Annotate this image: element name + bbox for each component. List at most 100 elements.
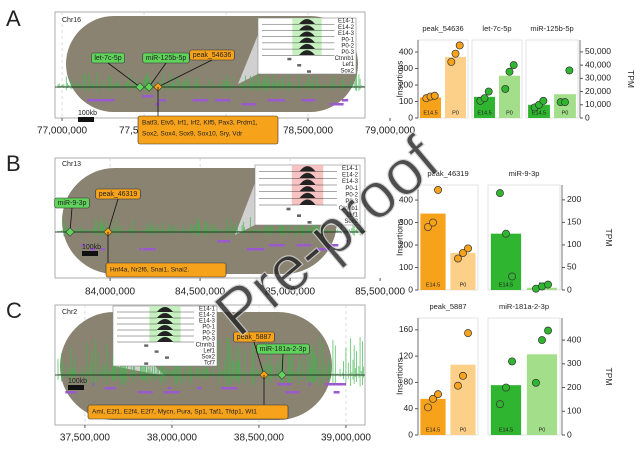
inset-peak	[262, 50, 335, 56]
y2-axis-label: TPM	[604, 229, 614, 247]
inset-peak	[117, 325, 195, 331]
replicate-point	[480, 94, 489, 103]
inset-peak	[117, 307, 195, 313]
panel-letter: A	[6, 6, 21, 31]
inset-label: Ctnnb1	[196, 343, 216, 349]
y-tick-label: 400	[399, 194, 413, 204]
category-label: P0	[539, 427, 546, 433]
mirna-marker	[135, 82, 145, 92]
inset-feature	[144, 344, 149, 347]
chromosome: Chr2	[62, 309, 77, 316]
x-tick-label: 77,000,000	[37, 126, 87, 137]
replicate-point	[459, 371, 467, 380]
bar	[526, 354, 558, 435]
inset-label: E14-1	[338, 19, 355, 25]
replicate-point	[532, 378, 540, 387]
facet-title: peak_5887	[429, 302, 466, 311]
gene	[137, 391, 153, 394]
inset-label: E14-2	[342, 173, 359, 179]
gene	[81, 244, 86, 247]
y-tick-label: 160	[399, 324, 413, 334]
inset-feature	[287, 57, 292, 61]
gene	[285, 391, 300, 394]
replicate-point	[424, 223, 432, 231]
motif-text: Hnf4a, Nr2f6, Snai1, Snai2.	[110, 267, 189, 274]
y-tick-label: 40	[404, 403, 414, 413]
panel-letter: C	[6, 298, 22, 323]
inset-peak	[262, 19, 335, 25]
category-label: P0	[506, 110, 513, 116]
mirna-label: miR-181a-2-3p	[260, 346, 307, 353]
x-tick-label: 78,500,000	[283, 126, 333, 137]
replicate-point	[464, 244, 472, 253]
inset-feature	[297, 214, 301, 217]
peak-leader	[107, 198, 119, 233]
inset-peak	[259, 199, 337, 206]
scale-label: 100kb	[78, 110, 97, 117]
inset-peak	[262, 37, 335, 44]
gene	[221, 387, 238, 390]
gene	[192, 99, 209, 102]
chromosome: Chr16	[62, 17, 81, 24]
gene	[324, 244, 339, 247]
peak-label: peak_5887	[237, 334, 272, 341]
inset-label: Ctnnb1	[339, 206, 359, 212]
inset-label: Sox2	[201, 355, 215, 361]
gene	[241, 103, 257, 106]
gene	[217, 240, 231, 243]
inset-label: E14-1	[199, 307, 216, 313]
peak-leader	[157, 59, 213, 88]
bar	[420, 398, 446, 435]
bar	[445, 56, 466, 118]
y2-tick-label: 0	[567, 284, 572, 294]
bar	[490, 233, 522, 290]
replicate-point	[508, 357, 516, 366]
y-tick-label: 0	[408, 284, 413, 294]
replicate-point	[429, 218, 437, 227]
category-label: E14.5	[426, 427, 440, 433]
category-label: P0	[460, 282, 467, 288]
y-tick-label: 300	[399, 63, 413, 73]
gene	[167, 387, 172, 390]
y2-tick-label: 10,000	[585, 99, 611, 109]
y2-tick-label: 30,000	[585, 73, 611, 83]
gene	[158, 99, 167, 102]
gene	[324, 383, 340, 386]
gene	[104, 387, 116, 390]
inset-peak	[117, 331, 195, 337]
y-tick-label: 400	[399, 46, 413, 56]
mirna-label: miR-9-3p	[58, 200, 87, 207]
y-tick-label: 200	[399, 79, 413, 89]
inset-label: P0-3	[202, 337, 215, 343]
motif-box	[87, 404, 289, 420]
x-tick-label: 79,000,000	[365, 126, 415, 137]
inset-label: P0-2	[341, 44, 354, 50]
replicate-point	[496, 400, 504, 409]
inset-peak	[117, 337, 195, 343]
inset-peak	[259, 192, 337, 199]
x-tick-label: 84,000,000	[85, 287, 135, 298]
gene	[296, 244, 312, 247]
inset-feature	[144, 362, 149, 365]
gene	[65, 391, 77, 394]
category-label: E14.5	[532, 110, 546, 116]
mirna-label: let-7c-5p	[94, 55, 121, 62]
replicate-point	[464, 329, 472, 338]
gene	[315, 248, 330, 251]
inset-label: E14-2	[199, 313, 216, 319]
inset-label: Sox2	[344, 219, 358, 225]
inset-label: P0-1	[345, 186, 358, 192]
replicate-point	[561, 98, 569, 107]
y-tick-label: 100	[399, 96, 413, 106]
inset-label: E14-1	[342, 166, 359, 172]
gene	[86, 99, 104, 102]
inset-label: P0-2	[202, 331, 215, 337]
facet-title: miR-9-3p	[509, 169, 540, 178]
inset-connector	[238, 34, 258, 84]
scale-label: 100kb	[68, 378, 87, 385]
category-label: P0	[562, 110, 569, 116]
replicate-point	[454, 381, 462, 390]
inset-feature	[297, 64, 302, 67]
x-tick-label: 37,500,000	[60, 433, 110, 444]
